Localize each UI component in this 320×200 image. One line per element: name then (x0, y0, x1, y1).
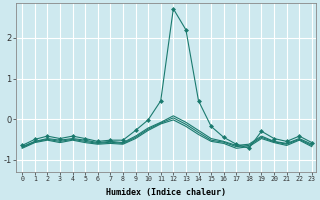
X-axis label: Humidex (Indice chaleur): Humidex (Indice chaleur) (106, 188, 226, 197)
